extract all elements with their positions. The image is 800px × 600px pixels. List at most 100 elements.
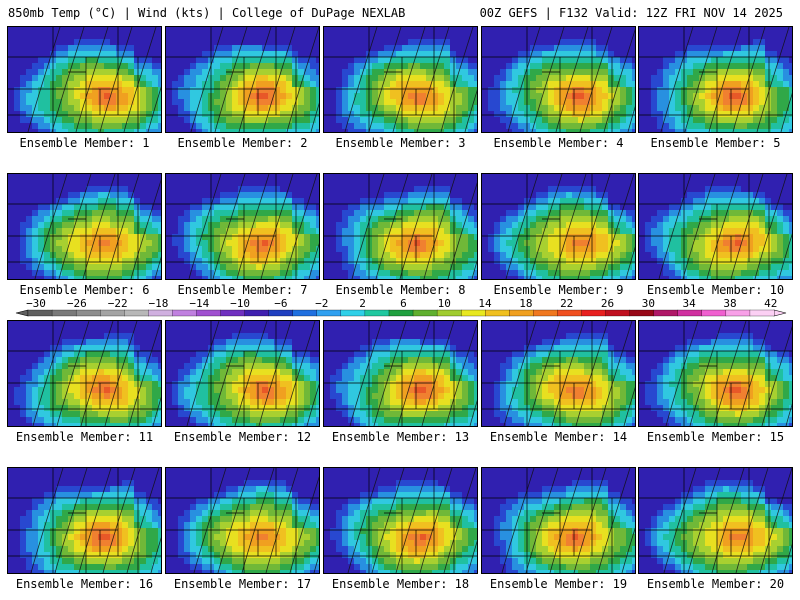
ensemble-member-label: Ensemble Member: 6 xyxy=(19,283,150,297)
ensemble-panel xyxy=(7,467,162,574)
ensemble-member-label: Ensemble Member: 16 xyxy=(15,577,154,591)
colorbar-swatch xyxy=(124,309,149,317)
colorbar-swatch xyxy=(316,309,342,317)
ensemble-panel xyxy=(165,173,320,280)
colorbar-tick-label: 42 xyxy=(764,298,777,310)
colorbar-swatch xyxy=(388,309,414,317)
colorbar-swatch xyxy=(701,309,727,317)
colorbar-tick-label: 14 xyxy=(478,298,492,310)
temperature-map xyxy=(324,321,477,426)
valid-time: 00Z GEFS | F132 Valid: 12Z FRI NOV 14 20… xyxy=(479,6,783,20)
colorbar-swatch xyxy=(725,309,751,317)
colorbar-tick-label: 38 xyxy=(723,298,736,310)
ensemble-panel xyxy=(165,320,320,427)
ensemble-panel xyxy=(7,173,162,280)
colorbar-max-arrow xyxy=(773,309,787,317)
ensemble-member-label: Ensemble Member: 14 xyxy=(489,430,628,444)
colorbar-swatch xyxy=(27,309,53,317)
temperature-map xyxy=(324,27,477,132)
colorbar-tick-label: 6 xyxy=(400,298,407,310)
colorbar-tick-label: −10 xyxy=(230,298,250,310)
colorbar-swatch xyxy=(557,309,582,317)
colorbar-swatch xyxy=(485,309,510,317)
colorbar-swatch xyxy=(148,309,173,317)
temperature-map xyxy=(166,27,319,132)
ensemble-panel xyxy=(638,26,793,133)
colorbar-tick-label: 30 xyxy=(642,298,655,310)
colorbar-tick-label: −22 xyxy=(108,298,128,310)
colorbar-swatch xyxy=(364,309,390,317)
ensemble-member-label: Ensemble Member: 19 xyxy=(489,577,628,591)
temperature-map xyxy=(482,174,635,279)
colorbar-tick-label: 34 xyxy=(683,298,697,310)
ensemble-panel xyxy=(481,26,636,133)
temperature-map xyxy=(8,321,161,426)
ensemble-member-label: Ensemble Member: 1 xyxy=(19,136,150,150)
colorbar-swatch xyxy=(629,309,655,317)
ensemble-panel xyxy=(323,467,478,574)
ensemble-member-label: Ensemble Member: 2 xyxy=(177,136,308,150)
colorbar-tick-label: −26 xyxy=(67,298,87,310)
colorbar-tick-label: 18 xyxy=(519,298,532,310)
colorbar-swatch xyxy=(340,309,366,317)
ensemble-panel xyxy=(481,467,636,574)
ensemble-member-label: Ensemble Member: 12 xyxy=(173,430,312,444)
temperature-map xyxy=(639,321,792,426)
colorbar-swatch xyxy=(412,309,438,317)
colorbar-swatch xyxy=(461,309,486,317)
ensemble-panel xyxy=(7,320,162,427)
temperature-map xyxy=(639,27,792,132)
ensemble-member-label: Ensemble Member: 18 xyxy=(331,577,470,591)
temperature-map xyxy=(639,174,792,279)
ensemble-panel xyxy=(323,173,478,280)
ensemble-member-label: Ensemble Member: 10 xyxy=(646,283,785,297)
colorbar-tick-label: −18 xyxy=(149,298,169,310)
temperature-map xyxy=(324,468,477,573)
temperature-map xyxy=(166,321,319,426)
ensemble-panel xyxy=(165,26,320,133)
ensemble-member-label: Ensemble Member: 8 xyxy=(335,283,466,297)
temperature-map xyxy=(8,174,161,279)
colorbar-tick-label: 22 xyxy=(560,298,573,310)
colorbar-swatch xyxy=(292,309,318,317)
colorbar-swatch xyxy=(220,309,246,317)
temperature-colorbar: −30 −26 −22 −18 −14 −10 −6 −2 2 6 10 14 18 22 26 30 34 38… xyxy=(15,298,787,317)
ensemble-member-label: Ensemble Member: 15 xyxy=(646,430,785,444)
ensemble-member-label: Ensemble Member: 4 xyxy=(493,136,624,150)
temperature-map xyxy=(482,321,635,426)
ensemble-panel xyxy=(481,173,636,280)
colorbar-swatch xyxy=(196,309,221,317)
colorbar-swatch xyxy=(509,309,534,317)
ensemble-panel xyxy=(638,320,793,427)
colorbar-swatch xyxy=(75,309,101,317)
colorbar-swatch xyxy=(172,309,197,317)
temperature-map xyxy=(482,27,635,132)
colorbar-tick-label: −14 xyxy=(189,298,209,310)
temperature-map xyxy=(8,27,161,132)
temperature-map xyxy=(482,468,635,573)
colorbar-tick-label: −2 xyxy=(315,298,328,310)
colorbar-tick-label: −30 xyxy=(26,298,46,310)
temperature-map xyxy=(8,468,161,573)
ensemble-member-label: Ensemble Member: 3 xyxy=(335,136,466,150)
colorbar-swatch xyxy=(749,309,775,317)
temperature-map xyxy=(324,174,477,279)
colorbar-swatch xyxy=(244,309,270,317)
temperature-map xyxy=(166,174,319,279)
colorbar-swatch xyxy=(51,309,77,317)
temperature-map xyxy=(639,468,792,573)
colorbar-swatch xyxy=(533,309,558,317)
colorbar-swatch xyxy=(653,309,679,317)
temperature-map xyxy=(166,468,319,573)
ensemble-panel xyxy=(323,320,478,427)
colorbar-swatch xyxy=(436,309,462,317)
ensemble-panel xyxy=(638,173,793,280)
colorbar-tick-label: 10 xyxy=(438,298,451,310)
colorbar-tick-label: −6 xyxy=(274,298,287,310)
colorbar-swatch xyxy=(677,309,703,317)
ensemble-member-label: Ensemble Member: 13 xyxy=(331,430,470,444)
colorbar-swatch xyxy=(605,309,631,317)
colorbar-tick-label: 26 xyxy=(601,298,614,310)
ensemble-member-label: Ensemble Member: 5 xyxy=(650,136,781,150)
ensemble-panel xyxy=(638,467,793,574)
